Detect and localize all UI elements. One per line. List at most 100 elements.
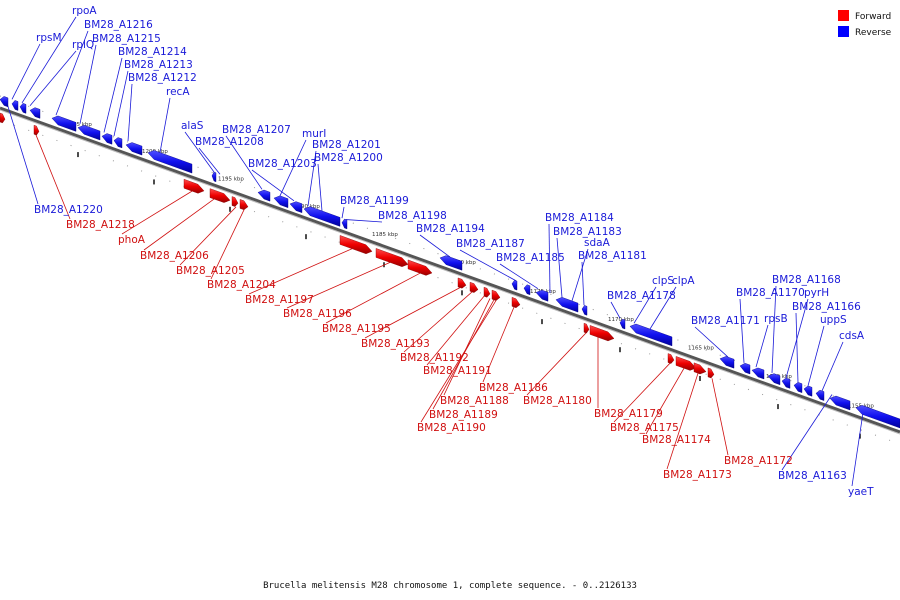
gene-leader-line — [645, 368, 685, 435]
gene-leader-line — [649, 286, 677, 330]
gene-label[interactable]: BM28_A1173 — [663, 469, 732, 481]
gene-label[interactable]: yaeT — [848, 486, 874, 498]
gene-label[interactable]: BM28_A1204 — [207, 279, 276, 291]
gene-label[interactable]: BM28_A1193 — [361, 338, 430, 350]
gene-leader-line — [364, 287, 461, 339]
gene-label[interactable]: BM28_A1181 — [578, 250, 647, 262]
gene-label[interactable]: BM28_A1189 — [429, 409, 498, 421]
gene-label[interactable]: BM28_A1188 — [440, 395, 509, 407]
tick-label: 1170 kbp — [608, 317, 634, 323]
gene-leader-line — [526, 332, 587, 396]
gene-label[interactable]: sdaA — [584, 237, 611, 249]
gene-leader-line — [4, 96, 39, 205]
gene-label[interactable]: BM28_A1197 — [245, 294, 314, 306]
gene-leader-line — [403, 291, 473, 353]
forward-gene — [0, 112, 6, 124]
gene-label[interactable]: BM28_A1198 — [378, 210, 447, 222]
reverse-gene — [303, 206, 341, 227]
tick-label: 1205 kbp — [66, 122, 92, 128]
gene-label[interactable]: alaS — [181, 120, 204, 132]
reverse-gene — [273, 195, 289, 208]
gene-label[interactable]: BM28_A1186 — [479, 382, 548, 394]
tick-label: 1195 kbp — [218, 176, 244, 182]
gene-label[interactable]: BM28_A1180 — [523, 395, 592, 407]
reverse-gene — [855, 405, 900, 429]
gene-label[interactable]: BM28_A1185 — [496, 252, 565, 264]
gene-leader-line — [345, 219, 383, 223]
gene-label[interactable]: BM28_A1192 — [400, 352, 469, 364]
gene-leader-line — [419, 234, 451, 258]
reverse-gene — [535, 289, 549, 302]
gene-label[interactable]: BM28_A1218 — [66, 219, 135, 231]
gene-label[interactable]: uppS — [820, 314, 847, 326]
gene-label[interactable]: BM28_A1194 — [416, 223, 485, 235]
gene-leader-line — [571, 248, 589, 302]
gene-leader-line — [795, 312, 799, 383]
gene-label[interactable]: BM28_A1190 — [417, 422, 486, 434]
gene-label[interactable]: BM28_A1178 — [607, 290, 676, 302]
gene-label[interactable]: rpsB — [764, 313, 788, 325]
gene-leader-line — [459, 249, 517, 282]
gene-leader-line — [279, 139, 307, 196]
gene-label[interactable]: rpoA — [72, 5, 97, 17]
gene-label[interactable]: murI — [302, 128, 326, 140]
gene-leader-line — [225, 135, 263, 190]
gene-label[interactable]: BM28_A1175 — [610, 422, 679, 434]
gene-label[interactable]: BM28_A1213 — [124, 59, 193, 71]
gene-label[interactable]: clpS — [652, 275, 674, 287]
gene-label[interactable]: BM28_A1208 — [195, 136, 264, 148]
gene-label[interactable]: BM28_A1216 — [84, 19, 153, 31]
gene-label[interactable]: BM28_A1166 — [792, 301, 861, 313]
gene-label[interactable]: BM28_A1163 — [778, 470, 847, 482]
gene-label[interactable]: BM28_A1203 — [248, 158, 317, 170]
gene-label[interactable]: clpA — [672, 275, 695, 287]
gene-label[interactable]: pyrH — [804, 287, 829, 299]
gene-label[interactable]: BM28_A1168 — [772, 274, 841, 286]
reverse-gene — [767, 373, 781, 386]
gene-label[interactable]: BM28_A1174 — [642, 434, 711, 446]
gene-leader-line — [443, 298, 491, 396]
gene-leader-line — [694, 326, 729, 358]
gene-label[interactable]: BM28_A1184 — [545, 212, 614, 224]
forward-gene — [491, 289, 501, 301]
gene-label[interactable]: BM28_A1183 — [553, 226, 622, 238]
gene-label[interactable]: BM28_A1199 — [340, 195, 409, 207]
gene-label[interactable]: BM28_A1195 — [322, 323, 391, 335]
gene-label[interactable]: phoA — [118, 234, 146, 246]
gene-label[interactable]: BM28_A1172 — [724, 455, 793, 467]
gene-label[interactable]: BM28_A1205 — [176, 265, 245, 277]
gene-label[interactable]: BM28_A1170 — [736, 287, 805, 299]
gene-label[interactable]: BM28_A1179 — [594, 408, 663, 420]
forward-gene — [707, 367, 715, 379]
gene-leader-line — [184, 131, 215, 173]
reverse-gene — [77, 124, 101, 141]
reverse-gene — [555, 297, 579, 313]
gene-label[interactable]: recA — [166, 86, 190, 98]
reverse-gene — [751, 367, 765, 380]
gene-label[interactable]: BM28_A1206 — [140, 250, 209, 262]
gene-label[interactable]: BM28_A1196 — [283, 308, 352, 320]
gene-leader-line — [548, 223, 551, 294]
gene-layer — [0, 96, 900, 429]
gene-leader-line — [210, 209, 245, 280]
gene-leader-line — [307, 150, 317, 206]
gene-label[interactable]: BM28_A1191 — [423, 365, 492, 377]
gene-label[interactable]: BM28_A1212 — [128, 72, 197, 84]
gene-label[interactable]: BM28_A1214 — [118, 46, 187, 58]
gene-label[interactable]: BM28_A1171 — [691, 315, 760, 327]
forward-gene — [583, 322, 590, 334]
gene-label[interactable]: rpsM — [36, 32, 62, 44]
gene-label[interactable]: BM28_A1187 — [456, 238, 525, 250]
gene-label[interactable]: BM28_A1215 — [92, 33, 161, 45]
genome-axis — [0, 106, 900, 435]
gene-label[interactable]: cdsA — [839, 330, 865, 342]
gene-label[interactable]: BM28_A1220 — [34, 204, 103, 216]
gene-label[interactable]: BM28_A1201 — [312, 139, 381, 151]
gene-label[interactable]: BM28_A1200 — [314, 152, 383, 164]
gene-label[interactable]: rplQ — [72, 39, 94, 51]
gene-label[interactable]: BM28_A1207 — [222, 124, 291, 136]
gene-leader-line — [143, 198, 215, 251]
tick-label: 1190 kbp — [294, 204, 320, 210]
